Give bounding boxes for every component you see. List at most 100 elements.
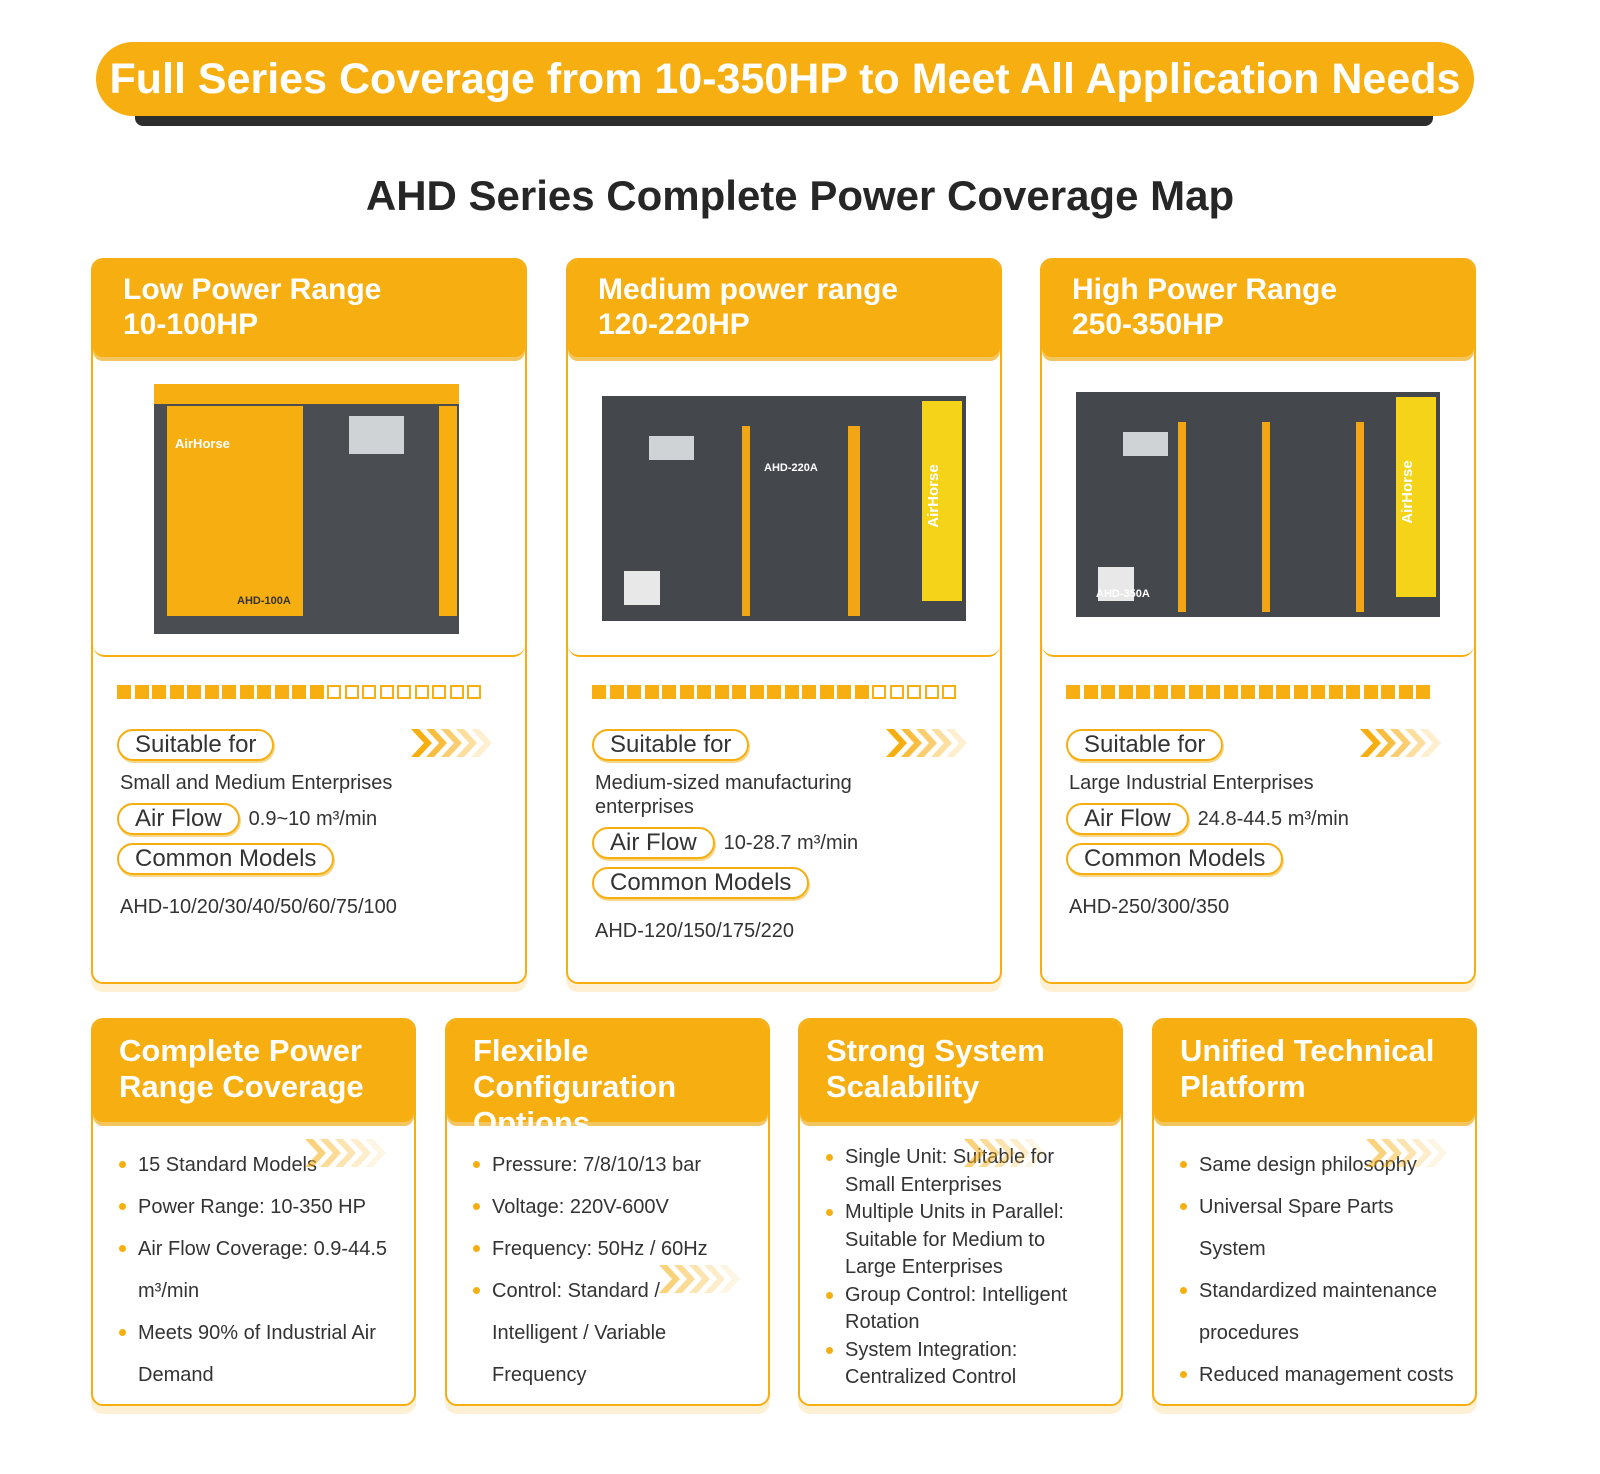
- chevrons-box: [659, 1263, 743, 1300]
- power-square-filled: [309, 685, 324, 699]
- power-bar: [1066, 685, 1450, 699]
- door: [167, 406, 303, 616]
- power-square-filled: [1066, 685, 1080, 699]
- image-box: AirHorse AHD-350A: [1042, 357, 1474, 657]
- models-text: AHD-10/20/30/40/50/60/75/100: [120, 896, 397, 918]
- power-square-empty: [942, 685, 956, 699]
- airflow-value: 10-28.7 m³/min: [723, 832, 859, 854]
- chevrons-box: [305, 1137, 389, 1174]
- power-square-filled: [257, 685, 271, 699]
- chevron: [1411, 1139, 1432, 1167]
- chevron: [931, 729, 952, 757]
- power-square-filled: [1136, 685, 1150, 699]
- power-square-empty: [872, 685, 886, 699]
- power-square-empty: [327, 685, 341, 699]
- feature-item: Power Range: 10-350 HP: [119, 1186, 394, 1228]
- range-header: High Power Range 250-350HP: [1042, 260, 1474, 357]
- power-square-filled: [592, 685, 606, 699]
- power-square-filled: [1118, 685, 1133, 699]
- range-value: 10-100HP: [123, 308, 259, 341]
- airflow-value: 0.9~10 m³/min: [248, 808, 378, 830]
- cabinet: [1076, 392, 1440, 617]
- power-square-filled: [1363, 685, 1378, 699]
- chevron: [1009, 1139, 1030, 1167]
- cabinet: [602, 396, 966, 621]
- chevron: [659, 1265, 680, 1293]
- chevron: [411, 729, 432, 757]
- chevron: [994, 1139, 1015, 1167]
- models-label: Common Models: [592, 867, 810, 899]
- range-header: Low Power Range 10-100HP: [93, 260, 525, 357]
- chevron: [1381, 1139, 1402, 1167]
- product-image: AirHorse AHD-350A: [1076, 392, 1440, 617]
- feature-card: Complete Power Range Coverage 15 Standard…: [91, 1018, 416, 1406]
- models-text: AHD-120/150/175/220: [595, 920, 795, 942]
- power-square-filled: [802, 685, 816, 699]
- models-label: Common Models: [117, 843, 335, 875]
- chevron: [1426, 1139, 1447, 1167]
- power-square-empty: [432, 685, 446, 699]
- feature-card: Unified Technical Platform Same design ph…: [1152, 1018, 1477, 1406]
- power-square-empty: [344, 685, 359, 699]
- stripe: [1178, 422, 1186, 612]
- feature-item: Control: Standard / Intelligent / Variab…: [473, 1270, 748, 1396]
- vent: [1098, 567, 1134, 601]
- chevrons: [1360, 729, 1441, 757]
- chevron: [350, 1139, 371, 1167]
- chevron: [719, 1265, 740, 1293]
- power-square-empty: [924, 685, 939, 699]
- chevron: [674, 1265, 695, 1293]
- range-body: Suitable for Small and Medium Enterprises…: [93, 657, 525, 919]
- power-square-filled: [767, 685, 781, 699]
- chevron: [1366, 1139, 1387, 1167]
- suitable-label: Suitable for: [592, 729, 750, 761]
- feature-list: Same design philosophy Universal Spare Pa…: [1154, 1122, 1475, 1396]
- range-body: Suitable for Medium-sized manufacturing e…: [568, 657, 1000, 943]
- brand-label: AirHorse: [1399, 460, 1416, 523]
- vent: [624, 571, 660, 605]
- power-square-filled: [714, 685, 729, 699]
- range-title: Medium power range: [598, 273, 899, 306]
- power-square-filled: [819, 685, 834, 699]
- power-square-filled: [644, 685, 659, 699]
- feature-list: Pressure: 7/8/10/13 bar Voltage: 220V-600…: [447, 1122, 768, 1396]
- power-square-filled: [274, 685, 289, 699]
- power-square-filled: [1171, 685, 1185, 699]
- model-label: AHD-350A: [1096, 588, 1150, 600]
- feature-item: Air Flow Coverage: 0.9-44.5 m³/min: [119, 1228, 394, 1312]
- power-square-empty: [397, 685, 411, 699]
- power-square-empty: [379, 685, 394, 699]
- power-square-filled: [1311, 685, 1325, 699]
- chevron: [1420, 729, 1441, 757]
- airflow-row: Air Flow 24.8-44.5 m³/min: [1066, 803, 1450, 835]
- power-square-filled: [134, 685, 149, 699]
- chevron: [471, 729, 492, 757]
- brand-label: AirHorse: [175, 436, 230, 451]
- chevrons: [886, 729, 967, 757]
- image-box: AirHorse AHD-220A: [568, 357, 1000, 657]
- power-bar: [592, 685, 976, 699]
- feature-item: Multiple Units in Parallel: Suitable for…: [826, 1199, 1101, 1282]
- range-value: 250-350HP: [1072, 308, 1224, 341]
- feature-item: Pressure: 7/8/10/13 bar: [473, 1144, 748, 1186]
- chevron: [979, 1139, 1000, 1167]
- power-square-filled: [204, 685, 219, 699]
- power-square-filled: [152, 685, 166, 699]
- chevron: [1396, 1139, 1417, 1167]
- power-square-filled: [292, 685, 306, 699]
- chevron: [426, 729, 447, 757]
- chevron: [320, 1139, 341, 1167]
- chevron: [886, 729, 907, 757]
- power-square-filled: [1083, 685, 1098, 699]
- suitable-text: Medium-sized manufacturing enterprises: [595, 772, 852, 818]
- chevron: [1024, 1139, 1045, 1167]
- power-square-empty: [907, 685, 921, 699]
- range-title: High Power Range: [1072, 273, 1338, 306]
- models-text: AHD-250/300/350: [1069, 896, 1230, 918]
- chevron: [441, 729, 462, 757]
- chevrons-box: [1366, 1137, 1450, 1174]
- feature-item: System Integration: Centralized Control: [826, 1337, 1101, 1392]
- model-label: AHD-100A: [237, 595, 291, 607]
- feature-title: Unified Technical Platform: [1154, 1020, 1475, 1122]
- power-square-empty: [414, 685, 429, 699]
